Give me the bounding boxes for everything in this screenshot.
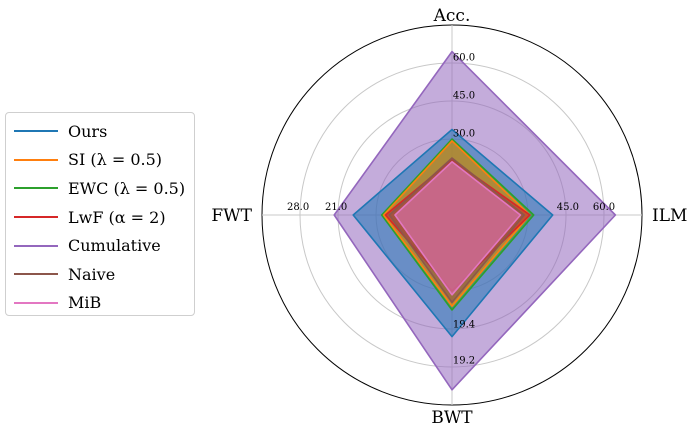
tick-label: 21.0 [325, 202, 347, 213]
legend-swatch [14, 130, 58, 133]
legend-item-lwf: LwF (α = 2) [6, 203, 194, 232]
tick-label: 28.0 [287, 202, 309, 213]
axis-label-fwt: FWT [211, 206, 252, 226]
legend-label: SI (λ = 0.5) [68, 150, 163, 170]
legend-item-naive: Naive [6, 260, 194, 289]
axis-label-acc: Acc. [433, 6, 471, 26]
tick-labels: 30.0 45.0 60.0 45.0 60.0 19.4 19.2 21.0 28.0 [287, 52, 615, 366]
legend-item-si: SI (λ = 0.5) [6, 146, 194, 175]
legend-swatch [14, 273, 58, 276]
legend-label: MiB [68, 293, 102, 313]
legend-label: Naive [68, 264, 116, 284]
legend-label: Cumulative [68, 236, 161, 256]
legend-item-ewc: EWC (λ = 0.5) [6, 174, 194, 203]
tick-label: 19.2 [453, 355, 475, 366]
legend-swatch [14, 187, 58, 190]
legend-swatch [14, 158, 58, 161]
tick-label: 30.0 [453, 128, 475, 139]
tick-label: 60.0 [593, 202, 615, 213]
tick-label: 45.0 [557, 202, 579, 213]
legend-swatch [14, 244, 58, 247]
legend-swatch [14, 301, 58, 304]
tick-label: 19.4 [453, 319, 475, 330]
legend-item-ours: Ours [6, 117, 194, 146]
legend: Ours SI (λ = 0.5) EWC (λ = 0.5) LwF (α =… [5, 112, 195, 316]
legend-label: EWC (λ = 0.5) [68, 178, 186, 198]
tick-label: 45.0 [453, 90, 475, 101]
axis-labels: Acc. ILM BWT FWT [211, 6, 687, 428]
legend-item-mib: MiB [6, 289, 194, 318]
tick-label: 60.0 [453, 52, 475, 63]
legend-swatch [14, 216, 58, 219]
axis-label-ilm: ILM [652, 206, 687, 226]
legend-label: Ours [68, 121, 108, 141]
legend-item-cumulative: Cumulative [6, 231, 194, 260]
axis-label-bwt: BWT [431, 408, 473, 428]
series-mib [394, 161, 522, 296]
legend-label: LwF (α = 2) [68, 207, 166, 227]
series-layer [333, 50, 617, 391]
